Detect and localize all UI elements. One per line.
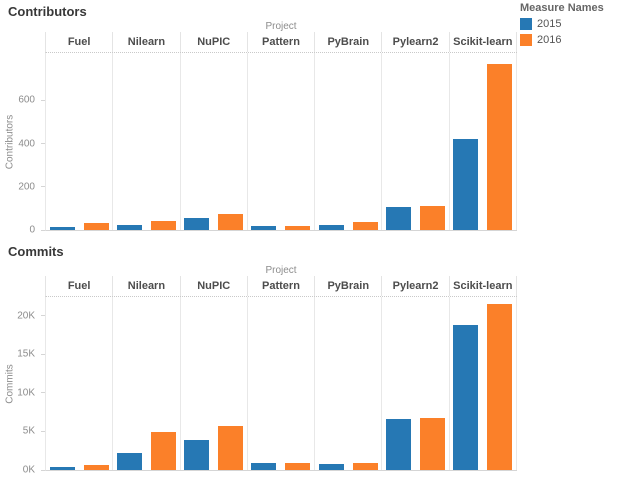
column-header-fuel[interactable]: Fuel — [46, 276, 114, 296]
bar-pylearn2-2015[interactable] — [386, 207, 412, 230]
legend-swatch-2016 — [520, 33, 532, 46]
facet-column-pylearn2 — [382, 297, 450, 470]
bar-pattern-2015[interactable] — [251, 225, 277, 230]
y-tick-mark — [41, 186, 45, 188]
bar-nilearn-2015[interactable] — [116, 453, 142, 470]
legend-title: Measure Names — [520, 2, 604, 14]
bar-fuel-2016[interactable] — [83, 223, 109, 230]
y-tick-mark — [41, 315, 45, 317]
bar-nilearn-2016[interactable] — [150, 221, 176, 230]
bar-pylearn2-2016[interactable] — [420, 418, 446, 470]
facet-column-nupic — [181, 53, 248, 230]
bar-nupic-2015[interactable] — [184, 218, 210, 230]
facet-column-nilearn — [113, 297, 181, 470]
y-tick-label-600: 600 — [18, 94, 35, 106]
column-header-row: Fuel Nilearn NuPIC Pattern PyBrain Pylearn2 Sc… — [45, 276, 517, 297]
bar-fuel-2015[interactable] — [49, 466, 75, 470]
legend-item-label: 2015 — [537, 17, 562, 30]
facet-column-nilearn — [113, 53, 181, 230]
column-header-nupic[interactable]: NuPIC — [181, 32, 248, 52]
y-axis-title: Contributors — [4, 114, 16, 169]
y-axis: 0 200 400 600 — [1, 53, 46, 236]
bar-pattern-2016[interactable] — [285, 463, 311, 470]
bar-fuel-2016[interactable] — [83, 464, 109, 470]
column-header-scikit-learn[interactable]: Scikit-learn — [450, 276, 517, 296]
column-header-nupic[interactable]: NuPIC — [181, 276, 248, 296]
column-header-row: Fuel Nilearn NuPIC Pattern PyBrain Pylearn2 Sc… — [45, 32, 517, 53]
y-tick-label-400: 400 — [18, 138, 35, 150]
bar-pybrain-2016[interactable] — [352, 222, 378, 230]
y-tick-mark — [41, 99, 45, 101]
y-tick-mark — [41, 229, 45, 231]
legend-item-2016[interactable]: 2016 — [520, 33, 638, 46]
facet-axis-label: Project — [265, 21, 297, 32]
facet-column-fuel — [46, 297, 114, 470]
column-header-pybrain[interactable]: PyBrain — [315, 276, 383, 296]
bar-nupic-2016[interactable] — [218, 425, 244, 470]
facet-column-nupic — [181, 297, 248, 470]
bar-scikit-learn-2015[interactable] — [453, 139, 479, 230]
bar-pybrain-2015[interactable] — [318, 463, 344, 470]
column-header-nilearn[interactable]: Nilearn — [113, 32, 181, 52]
facet-column-pylearn2 — [382, 53, 450, 230]
y-tick-label-10K: 10K — [17, 387, 35, 399]
legend: Measure Names 2015 2016 — [520, 2, 638, 46]
facet-column-pybrain — [315, 53, 383, 230]
bar-nilearn-2015[interactable] — [116, 225, 142, 230]
bar-pylearn2-2016[interactable] — [420, 206, 446, 230]
bar-pybrain-2016[interactable] — [352, 463, 378, 470]
legend-swatch-2015 — [520, 17, 532, 30]
column-header-pattern[interactable]: Pattern — [248, 32, 316, 52]
facet-column-scikit-learn — [450, 297, 517, 470]
bar-pattern-2016[interactable] — [285, 226, 311, 230]
plot-area: 0K 5K 10K 15K 20K Commits — [5, 297, 517, 476]
y-tick-label-20K: 20K — [17, 310, 35, 322]
plot-area: 0 200 400 600 Contributors — [5, 53, 517, 236]
y-tick-label-0: 0 — [29, 224, 35, 236]
bar-nupic-2016[interactable] — [218, 213, 244, 230]
legend-item-label: 2016 — [537, 33, 562, 46]
column-header-pattern[interactable]: Pattern — [248, 276, 316, 296]
bar-pybrain-2015[interactable] — [318, 224, 344, 230]
y-tick-mark — [41, 143, 45, 145]
contributors-chart: Contributors Project Fuel Nilearn NuPIC Pat… — [5, 4, 517, 236]
bar-nilearn-2016[interactable] — [150, 432, 176, 470]
column-header-nilearn[interactable]: Nilearn — [113, 276, 181, 296]
facet-column-pattern — [248, 297, 316, 470]
y-tick-mark — [41, 430, 45, 432]
y-tick-label-0K: 0K — [22, 464, 35, 476]
facet-column-fuel — [46, 53, 114, 230]
column-header-pylearn2[interactable]: Pylearn2 — [382, 276, 450, 296]
facet-column-pattern — [248, 53, 316, 230]
facet-column-pybrain — [315, 297, 383, 470]
bar-nupic-2015[interactable] — [184, 439, 210, 470]
y-tick-mark — [41, 353, 45, 355]
legend-item-2015[interactable]: 2015 — [520, 17, 638, 30]
bar-scikit-learn-2015[interactable] — [453, 324, 479, 470]
bar-pylearn2-2015[interactable] — [386, 419, 412, 470]
y-tick-label-200: 200 — [18, 181, 35, 193]
column-header-pybrain[interactable]: PyBrain — [315, 32, 383, 52]
column-header-fuel[interactable]: Fuel — [46, 32, 114, 52]
column-header-scikit-learn[interactable]: Scikit-learn — [450, 32, 517, 52]
y-tick-mark — [41, 392, 45, 394]
y-tick-label-5K: 5K — [22, 425, 35, 437]
y-tick-mark — [41, 469, 45, 471]
column-header-pylearn2[interactable]: Pylearn2 — [382, 32, 450, 52]
y-tick-label-15K: 15K — [17, 348, 35, 360]
bar-pattern-2015[interactable] — [251, 463, 277, 470]
bar-scikit-learn-2016[interactable] — [487, 63, 513, 230]
facet-column-scikit-learn — [450, 53, 517, 230]
bar-fuel-2015[interactable] — [49, 227, 75, 230]
y-axis-title: Commits — [4, 363, 16, 404]
chart-title-commits: Commits — [8, 244, 64, 259]
y-axis: 0K 5K 10K 15K 20K — [1, 297, 46, 476]
facet-axis-label: Project — [265, 265, 297, 276]
bar-scikit-learn-2016[interactable] — [487, 303, 513, 470]
commits-chart: Commits Project Fuel Nilearn NuPIC Pattern P… — [0, 240, 640, 477]
chart-title-contributors: Contributors — [8, 4, 87, 19]
